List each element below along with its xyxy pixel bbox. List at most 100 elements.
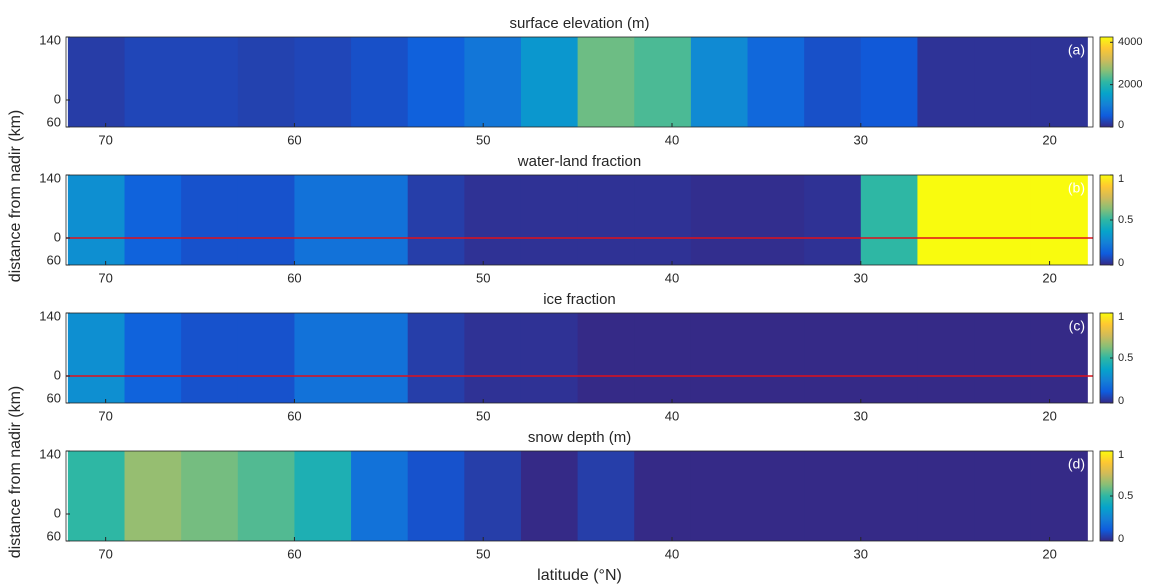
colorbar-tick-label: 1 xyxy=(1118,173,1124,185)
heat-cell xyxy=(1030,313,1088,403)
heat-cell xyxy=(407,37,465,127)
heat-cell xyxy=(464,451,522,541)
heat-cell xyxy=(690,175,749,265)
heat-cell xyxy=(124,313,182,403)
heat-cell xyxy=(974,37,1032,127)
heat-cell xyxy=(860,451,918,541)
heat-cell xyxy=(860,313,918,403)
colorbar-tick-label: 2000 xyxy=(1118,79,1142,91)
y-tick-label: 140 xyxy=(39,446,61,461)
x-tick-label: 70 xyxy=(98,270,112,285)
heat-cell xyxy=(520,313,579,403)
colorbar-tick-label: 0.5 xyxy=(1118,490,1133,502)
heat-cell xyxy=(690,313,749,403)
x-tick-label: 50 xyxy=(476,270,490,285)
x-tick-label: 20 xyxy=(1042,270,1056,285)
colorbar-tick-label: 0 xyxy=(1118,119,1124,131)
panel-label: (c) xyxy=(1069,318,1085,334)
panel-title: water-land fraction xyxy=(517,153,641,170)
x-tick-label: 20 xyxy=(1042,546,1056,561)
x-tick-label: 70 xyxy=(98,132,112,147)
x-tick-label: 70 xyxy=(98,408,112,423)
heat-cell xyxy=(804,313,862,403)
y-tick-label: 0 xyxy=(54,229,61,244)
panel-label: (d) xyxy=(1068,456,1085,472)
heat-cell xyxy=(351,37,409,127)
heat-cell xyxy=(804,37,862,127)
heat-cell xyxy=(917,175,975,265)
heat-cell xyxy=(181,313,239,403)
heat-cell xyxy=(294,37,352,127)
y-tick-label: 0 xyxy=(54,91,61,106)
x-tick-label: 40 xyxy=(665,408,679,423)
y-tick-label: 140 xyxy=(39,170,61,185)
heat-cell xyxy=(67,313,126,403)
heat-cell xyxy=(294,313,352,403)
x-tick-label: 20 xyxy=(1042,132,1056,147)
heat-cell xyxy=(294,451,352,541)
x-axis-label: latitude (°N) xyxy=(537,567,622,584)
heat-cell xyxy=(520,451,579,541)
colorbar-tick-label: 0 xyxy=(1118,533,1124,545)
heat-cell xyxy=(1030,451,1088,541)
colorbar-tick-label: 1 xyxy=(1118,311,1124,323)
heat-cell xyxy=(917,313,975,403)
heat-cell xyxy=(351,451,409,541)
heat-cell xyxy=(464,313,522,403)
colorbar-tick-label: 0 xyxy=(1118,257,1124,269)
colorbar-tick-label: 0.5 xyxy=(1118,352,1133,364)
colorbar xyxy=(1099,36,1114,128)
heat-cell xyxy=(577,175,635,265)
heat-cell xyxy=(1030,37,1088,127)
y-tick-label: 60 xyxy=(47,252,61,267)
colorbar-tick-label: 4000 xyxy=(1118,36,1142,48)
heat-cell xyxy=(181,175,239,265)
x-tick-label: 30 xyxy=(854,132,868,147)
heat-cell xyxy=(634,451,692,541)
heat-cell xyxy=(124,451,182,541)
y-tick-label: 140 xyxy=(39,308,61,323)
heat-cell xyxy=(747,175,805,265)
heat-cell xyxy=(351,313,409,403)
x-tick-label: 70 xyxy=(98,546,112,561)
heat-cell xyxy=(294,175,352,265)
heat-cell xyxy=(124,175,182,265)
heat-cell xyxy=(237,313,295,403)
panel-title: snow depth (m) xyxy=(528,429,631,446)
x-tick-label: 50 xyxy=(476,408,490,423)
heat-cell xyxy=(520,37,579,127)
heat-cell xyxy=(237,451,295,541)
heat-cell xyxy=(520,175,579,265)
heat-cell xyxy=(407,313,465,403)
heat-cell xyxy=(464,175,522,265)
heat-cell xyxy=(181,37,239,127)
x-tick-label: 30 xyxy=(854,546,868,561)
heat-cell xyxy=(67,37,126,127)
heat-cell xyxy=(237,175,295,265)
heat-cell xyxy=(67,175,126,265)
heat-cell xyxy=(464,37,522,127)
heat-cell xyxy=(974,313,1032,403)
heat-cell xyxy=(974,451,1032,541)
heat-cell xyxy=(747,313,805,403)
colorbar-tick-label: 0 xyxy=(1118,395,1124,407)
y-axis-label: distance from nadir (km) xyxy=(7,110,24,283)
y-tick-label: 0 xyxy=(54,367,61,382)
heat-cell xyxy=(407,451,465,541)
heat-cell xyxy=(351,175,409,265)
x-tick-label: 40 xyxy=(665,546,679,561)
heat-cell xyxy=(577,313,635,403)
heat-cell xyxy=(634,37,692,127)
plot-frame xyxy=(65,174,1094,266)
heat-cell xyxy=(917,451,975,541)
heat-cell xyxy=(690,451,749,541)
heat-cell xyxy=(974,175,1032,265)
heat-cell xyxy=(634,175,692,265)
heat-cell xyxy=(804,175,862,265)
x-tick-label: 60 xyxy=(287,270,301,285)
y-axis-label: distance from nadir (km) xyxy=(7,386,24,559)
x-tick-label: 40 xyxy=(665,132,679,147)
heat-cell xyxy=(1030,175,1088,265)
heat-cell xyxy=(237,37,295,127)
x-tick-label: 30 xyxy=(854,408,868,423)
